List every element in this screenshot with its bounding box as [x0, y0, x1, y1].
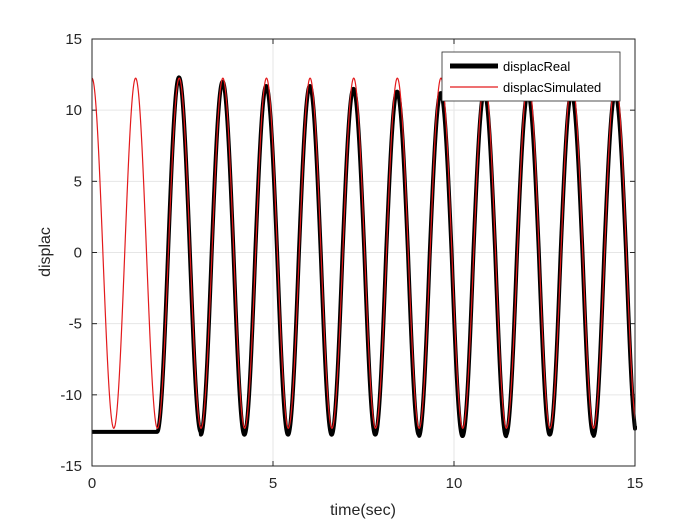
x-axis-label: time(sec) — [330, 502, 396, 519]
x-tick-label: 10 — [446, 475, 463, 492]
tick-labels: 0 5 10 15 -15 -10 -5 0 5 10 15 — [60, 31, 643, 492]
legend: displacReal displacSimulated — [441, 51, 621, 102]
y-tick-label: -10 — [60, 387, 82, 404]
x-tick-label: 15 — [627, 475, 644, 492]
legend-label-displacsimulated: displacSimulated — [503, 80, 601, 95]
y-axis-label: displac — [37, 227, 54, 277]
legend-label-displacreal: displacReal — [503, 59, 570, 74]
y-tick-label: 10 — [65, 102, 82, 119]
y-tick-label: 5 — [74, 173, 82, 190]
series-line-displacsimulated — [91, 77, 636, 429]
y-tick-label: 0 — [74, 245, 82, 262]
y-tick-label: -5 — [69, 316, 82, 333]
series-group — [91, 75, 637, 439]
y-tick-label: -15 — [60, 458, 82, 475]
x-tick-label: 5 — [269, 475, 277, 492]
legend-box — [441, 51, 621, 102]
plot-frame — [91, 38, 636, 467]
x-tick-label: 0 — [88, 475, 96, 492]
y-tick-label: 15 — [65, 31, 82, 48]
